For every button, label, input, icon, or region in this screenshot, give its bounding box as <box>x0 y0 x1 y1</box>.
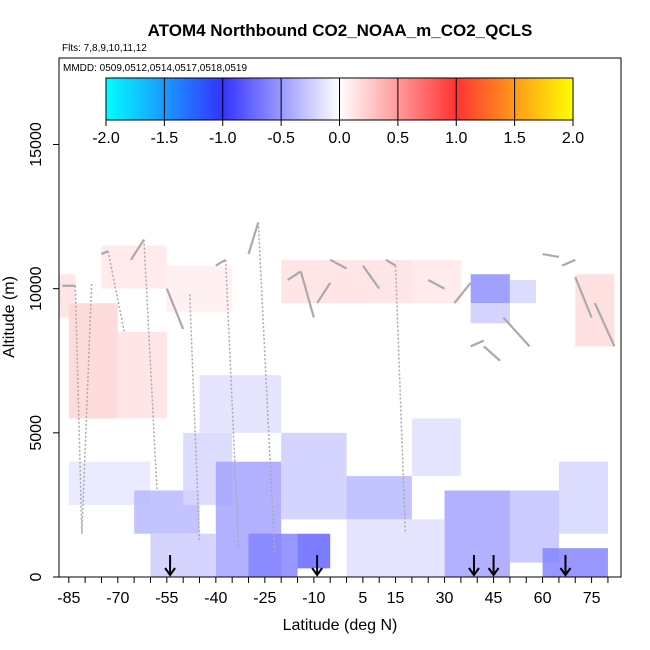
y-tick-label-2: 10000 <box>28 266 45 311</box>
y-tick-label-3: 15000 <box>28 122 45 167</box>
heatmap-cell-16 <box>297 533 331 569</box>
colorbar: -2.0 -1.5 -1.0 -0.5 0.0 0.5 1.0 1.5 2.0 <box>92 77 584 147</box>
flight-profile-2 <box>81 282 93 534</box>
heatmap-cell-10 <box>509 280 537 304</box>
flight-profile-12 <box>257 222 276 554</box>
y-axis-label: Altitude (m) <box>1 276 18 358</box>
flight-profile-24 <box>502 316 531 348</box>
flights-subtitle: Flts: 7,8,9,10,11,12 <box>62 43 147 54</box>
flight-profile-5 <box>129 239 145 261</box>
x-tick-label-5: -10 <box>302 590 325 607</box>
x-tick-label-10: 60 <box>534 590 552 607</box>
colorbar-tick-label-3: -0.5 <box>267 130 295 147</box>
heatmap-cell-2 <box>117 331 167 419</box>
flight-marker-arrow-0 <box>164 555 176 577</box>
flight-profile-3 <box>101 250 109 256</box>
flight-profile-23 <box>483 345 501 362</box>
heatmap-cell-18 <box>346 476 412 520</box>
flight-profile-8 <box>188 294 201 543</box>
x-tick-label-11: 75 <box>583 590 601 607</box>
flight-profile-19 <box>394 265 407 534</box>
x-tick-label-7: 15 <box>387 590 405 607</box>
flight-profile-28 <box>593 302 616 347</box>
colorbar-tick-label-6: 1.0 <box>445 130 467 147</box>
flight-profile-25 <box>542 252 560 259</box>
flight-profile-16 <box>329 258 348 270</box>
flight-marker-arrow-3 <box>487 555 500 577</box>
y-tick-label-1: 5000 <box>28 415 45 451</box>
dates-subtitle: MMDD: 0509,0512,0514,0517,0518,0519 <box>63 63 247 74</box>
colorbar-tick-label-4: 0.0 <box>328 130 350 147</box>
flight-profile-7 <box>165 288 185 330</box>
flight-profile-14 <box>299 271 315 318</box>
x-tick-label-9: 45 <box>485 590 503 607</box>
flight-profile-15 <box>316 282 332 304</box>
y-axis: 0 5000 10000 15000 <box>28 122 59 581</box>
heatmap-cell-17 <box>281 432 347 520</box>
colorbar-tick-label-2: -1.0 <box>209 130 237 147</box>
heatmap-cell-15 <box>248 533 298 577</box>
x-axis-label: Latitude (deg N) <box>283 617 398 634</box>
flight-profile-21 <box>453 282 472 304</box>
chart-title: ATOM4 Northbound CO2_NOAA_m_CO2_QCLS <box>148 21 533 40</box>
flight-profile-20 <box>427 279 446 290</box>
x-tick-label-4: -25 <box>253 590 276 607</box>
flight-profile-9 <box>215 258 227 267</box>
flight-profile-13 <box>287 270 302 281</box>
flight-profile-1 <box>74 285 83 534</box>
flight-profile-4 <box>107 251 126 333</box>
colorbar-tick-label-8: 2.0 <box>562 130 584 147</box>
heatmap-cells <box>59 245 615 577</box>
plot-frame <box>58 57 622 578</box>
x-tick-label-0: -85 <box>57 590 80 607</box>
heatmap-cell-1 <box>68 303 118 419</box>
flight-profile-27 <box>574 276 593 318</box>
x-tick-label-6: 5 <box>358 590 367 607</box>
flight-marker-arrow-2 <box>468 555 480 577</box>
heatmap-cell-3 <box>101 245 167 289</box>
flight-profile-26 <box>561 258 576 267</box>
heatmap-cell-20 <box>444 490 510 577</box>
flight-profile-6 <box>143 239 158 491</box>
x-axis: -85 -70 -55 -40 -25 -10 5 15 30 45 60 75 <box>57 577 609 607</box>
y-tick-label-0: 0 <box>28 572 45 581</box>
heatmap-cell-24 <box>411 418 461 477</box>
heatmap-cell-26 <box>346 519 445 577</box>
heatmap-cell-6 <box>411 259 461 304</box>
heatmap-cell-22 <box>542 548 608 577</box>
flight-profile-18 <box>385 258 397 267</box>
heatmap-cell-4 <box>166 265 233 312</box>
flight-marker-arrow-4 <box>559 555 572 577</box>
colorbar-tick-label-1: -1.5 <box>151 130 179 147</box>
colorbar-tick-label-5: 0.5 <box>387 130 409 147</box>
heatmap-cell-9 <box>470 303 510 324</box>
heatmap-cell-25 <box>150 533 216 577</box>
heatmap-cell-8 <box>470 274 510 304</box>
heatmap-cell-19 <box>199 375 282 433</box>
x-tick-label-2: -55 <box>155 590 178 607</box>
colorbar-tick-label-0: -2.0 <box>92 130 120 147</box>
x-tick-label-1: -70 <box>106 590 129 607</box>
flight-profile-22 <box>470 339 485 348</box>
flight-profile-17 <box>361 264 381 290</box>
flight-profile-11 <box>247 222 260 255</box>
x-tick-label-3: -40 <box>204 590 227 607</box>
heatmap-cell-23 <box>558 461 608 534</box>
flight-marker-arrow-1 <box>311 555 323 577</box>
heatmap-cell-5 <box>281 259 412 304</box>
flight-markers <box>164 555 572 577</box>
flight-profile-10 <box>224 259 240 549</box>
colorbar-tick-label-7: 1.5 <box>504 130 526 147</box>
flight-profiles <box>62 222 616 554</box>
x-tick-label-8: 30 <box>436 590 454 607</box>
